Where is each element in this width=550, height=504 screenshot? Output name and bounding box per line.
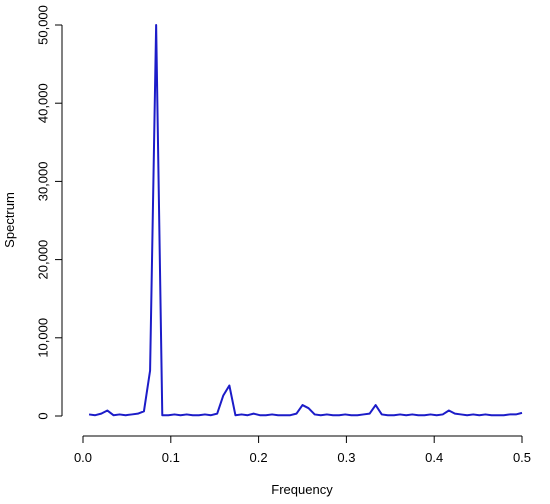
x-tick-label: 0.1 (162, 450, 180, 465)
x-axis-label: Frequency (271, 482, 333, 497)
spectrum-line (88, 24, 523, 417)
x-tick-label: 0.5 (513, 450, 531, 465)
x-tick-label: 0.0 (74, 450, 92, 465)
y-tick-label: 50,000 (35, 5, 50, 45)
y-tick-label: 0 (35, 412, 50, 419)
y-tick-label: 30,000 (35, 162, 50, 202)
y-axis-label: Spectrum (2, 192, 17, 248)
x-tick-label: 0.4 (425, 450, 443, 465)
y-tick-label: 20,000 (35, 240, 50, 280)
y-tick-label: 40,000 (35, 83, 50, 123)
y-tick-label: 10,000 (35, 318, 50, 358)
x-tick-label: 0.3 (337, 450, 355, 465)
x-tick-label: 0.2 (250, 450, 268, 465)
